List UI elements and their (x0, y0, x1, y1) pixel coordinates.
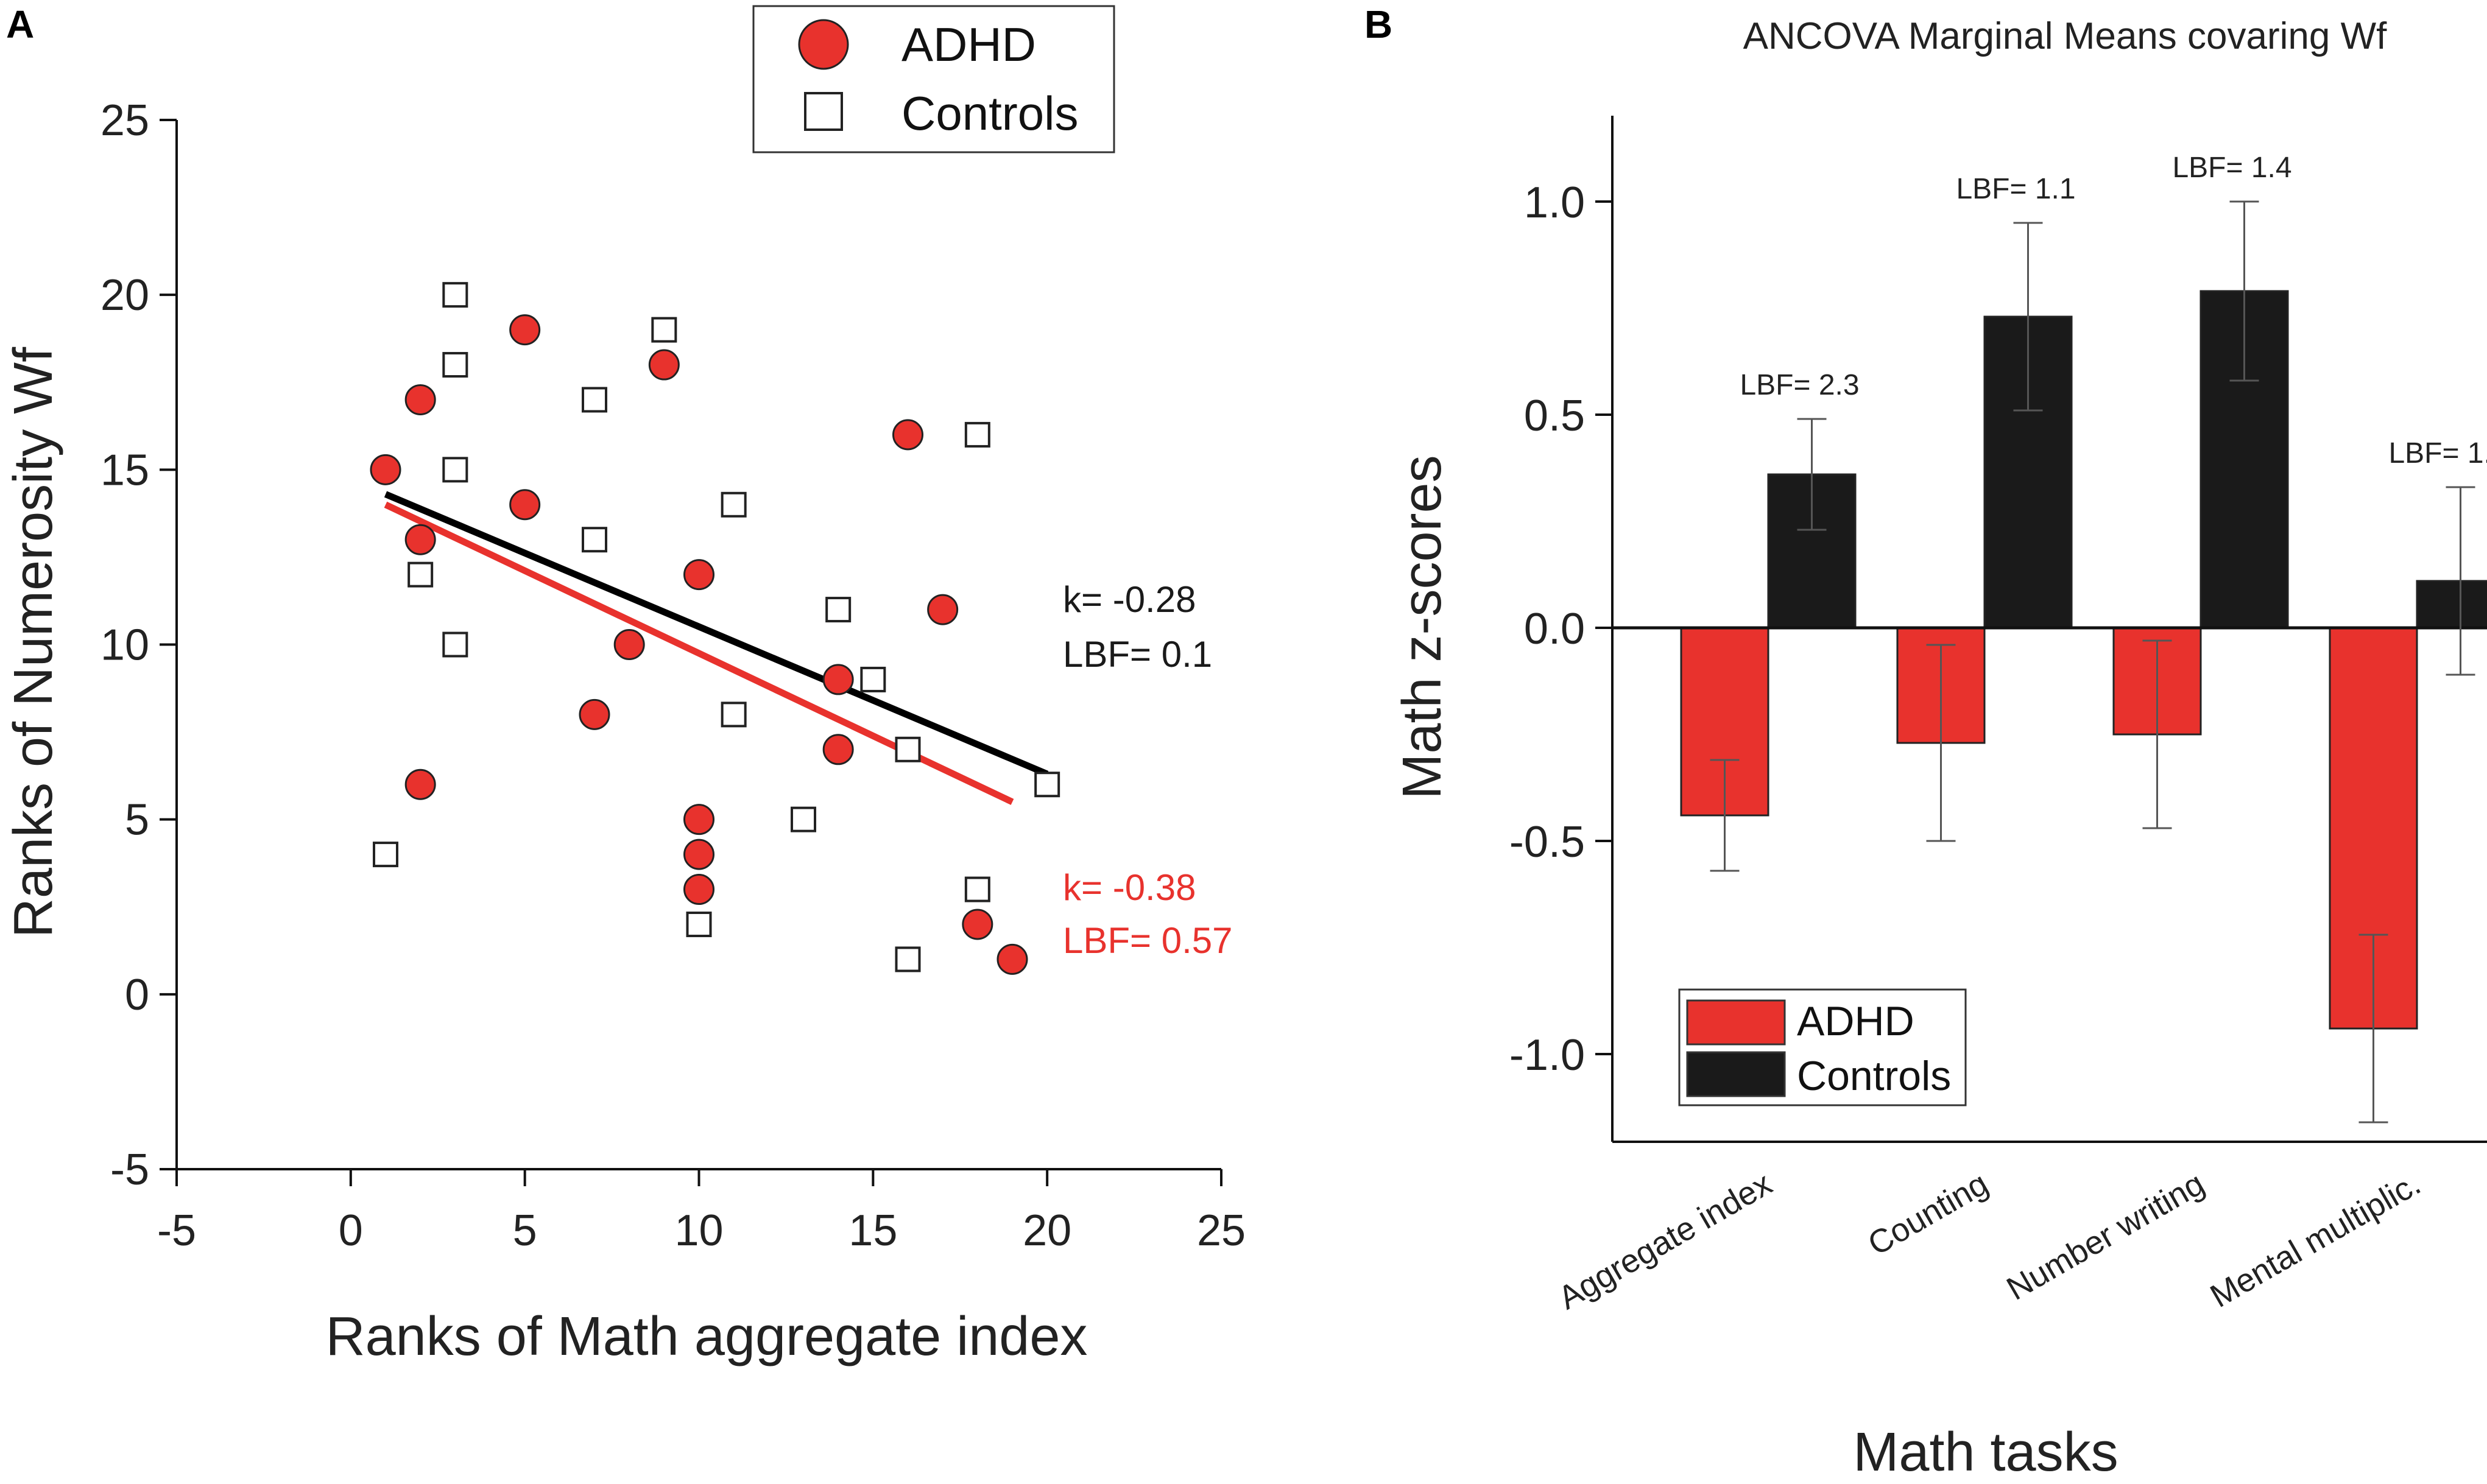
lbf-label: LBF= 1.4 (2172, 152, 2291, 184)
a-y-tick-label: 25 (101, 96, 149, 145)
a-y-tick-label: 0 (125, 971, 149, 1019)
panel-b-letter: B (1364, 2, 1392, 46)
adhd-point (683, 839, 714, 870)
panel-a-y-ticks: -5 0 5 10 15 20 25 (101, 96, 177, 1194)
controls-point (407, 561, 434, 588)
panel-a-letter: A (6, 2, 34, 46)
adhd-point (370, 454, 401, 485)
a-y-tick-label: 20 (101, 271, 149, 320)
a-x-tick-label: 0 (339, 1206, 363, 1255)
a-y-tick-label: 10 (101, 621, 149, 670)
legend-b-controls-label: Controls (1797, 1053, 1951, 1099)
panel-b-x-label: Math tasks (1853, 1422, 2118, 1483)
b-y-tick-label: 0.0 (1524, 605, 1585, 653)
legend-b-adhd-swatch (1686, 999, 1786, 1046)
controls-point (442, 457, 468, 483)
adhd-point (683, 559, 714, 591)
controls-point (721, 491, 747, 518)
controls-point (964, 421, 990, 448)
lbf-label: LBF= 2.3 (1740, 369, 1859, 401)
adhd-point (404, 768, 436, 800)
adhd-point (404, 384, 436, 415)
controls-point (686, 911, 712, 937)
panel-b-error-bars (1710, 200, 2475, 1124)
controls-point (1034, 772, 1060, 798)
adhd-point (892, 419, 923, 451)
adhd-point (822, 734, 854, 765)
controls-point (721, 702, 747, 728)
adhd-point (822, 664, 854, 695)
panel-a-x-label: Ranks of Math aggregate index (326, 1306, 1088, 1367)
adhd-k-annotation: k= -0.38 (1063, 867, 1196, 908)
panel-b-y-label: Math z-scores (1392, 455, 1453, 799)
adhd-lbf-annotation: LBF= 0.57 (1063, 920, 1233, 961)
legend-b-adhd-label: ADHD (1797, 998, 1914, 1044)
controls-point (860, 666, 886, 692)
controls-point (895, 946, 921, 972)
adhd-point (648, 349, 680, 381)
controls-bar (2416, 580, 2487, 629)
panel-a-points (370, 282, 1060, 975)
a-x-tick-label: -5 (157, 1206, 196, 1255)
legend-adhd-marker (798, 19, 849, 70)
b-y-tick-label: -1.0 (1509, 1031, 1585, 1080)
controls-point (442, 631, 468, 658)
panel-b-title: ANCOVA Marginal Means covaring Wf (1743, 15, 2387, 57)
a-x-tick-label: 15 (848, 1206, 897, 1255)
a-x-tick-label: 5 (513, 1206, 537, 1255)
adhd-point (613, 629, 645, 660)
legend-b-controls-swatch (1686, 1051, 1786, 1097)
controls-point (895, 736, 921, 762)
a-x-tick-label: 10 (674, 1206, 723, 1255)
controls-point (791, 806, 816, 832)
panel-a-x-ticks: -5 0 5 10 15 20 25 (157, 1169, 1246, 1255)
panel-a-scatter: A -5 0 5 10 15 20 25 -5 0 5 10 15 20 25 Ranks of Mat… (3, 2, 1246, 1367)
a-y-tick-label: 15 (101, 446, 149, 494)
controls-point (651, 317, 677, 343)
controls-fit-line (384, 491, 1049, 778)
adhd-point (683, 874, 714, 906)
panel-b-y-ticks: 1.0 0.5 0.0 -0.5 -1.0 (1509, 178, 1612, 1080)
a-x-tick-label: 25 (1197, 1206, 1246, 1255)
panel-b-lbf-labels: LBF= 2.3 LBF= 1.1 LBF= 1.4 LBF= 1.4 (1740, 152, 2487, 469)
adhd-point (404, 524, 436, 555)
adhd-point (927, 594, 959, 625)
panel-a-y-label: Ranks of Numerosity Wf (3, 346, 64, 938)
adhd-point (997, 943, 1028, 975)
controls-lbf-annotation: LBF= 0.1 (1063, 634, 1212, 675)
controls-k-annotation: k= -0.28 (1063, 579, 1196, 620)
adhd-point (509, 314, 541, 346)
a-y-tick-label: 5 (125, 796, 149, 845)
controls-point (442, 282, 468, 308)
panel-b-legend: ADHD Controls (1678, 988, 1967, 1106)
legend-controls-marker (804, 92, 843, 131)
lbf-label: LBF= 1.1 (1956, 173, 2075, 205)
b-y-tick-label: 0.5 (1524, 392, 1585, 440)
a-y-tick-label: -5 (110, 1145, 149, 1194)
panel-a-legend: ADHD Controls (752, 5, 1115, 153)
b-y-tick-label: -0.5 (1509, 818, 1585, 867)
controls-point (582, 387, 607, 413)
b-y-tick-label: 1.0 (1524, 178, 1585, 227)
controls-point (442, 352, 468, 378)
adhd-point (579, 698, 610, 730)
legend-adhd-label: ADHD (901, 18, 1036, 71)
controls-point (825, 597, 852, 623)
controls-point (373, 842, 398, 868)
adhd-point (683, 804, 714, 835)
legend-controls-label: Controls (901, 86, 1078, 140)
adhd-point (509, 489, 541, 521)
controls-point (582, 527, 607, 553)
adhd-point (962, 909, 993, 940)
a-x-tick-label: 20 (1023, 1206, 1071, 1255)
lbf-label: LBF= 1.4 (2388, 437, 2487, 469)
controls-point (964, 876, 990, 902)
